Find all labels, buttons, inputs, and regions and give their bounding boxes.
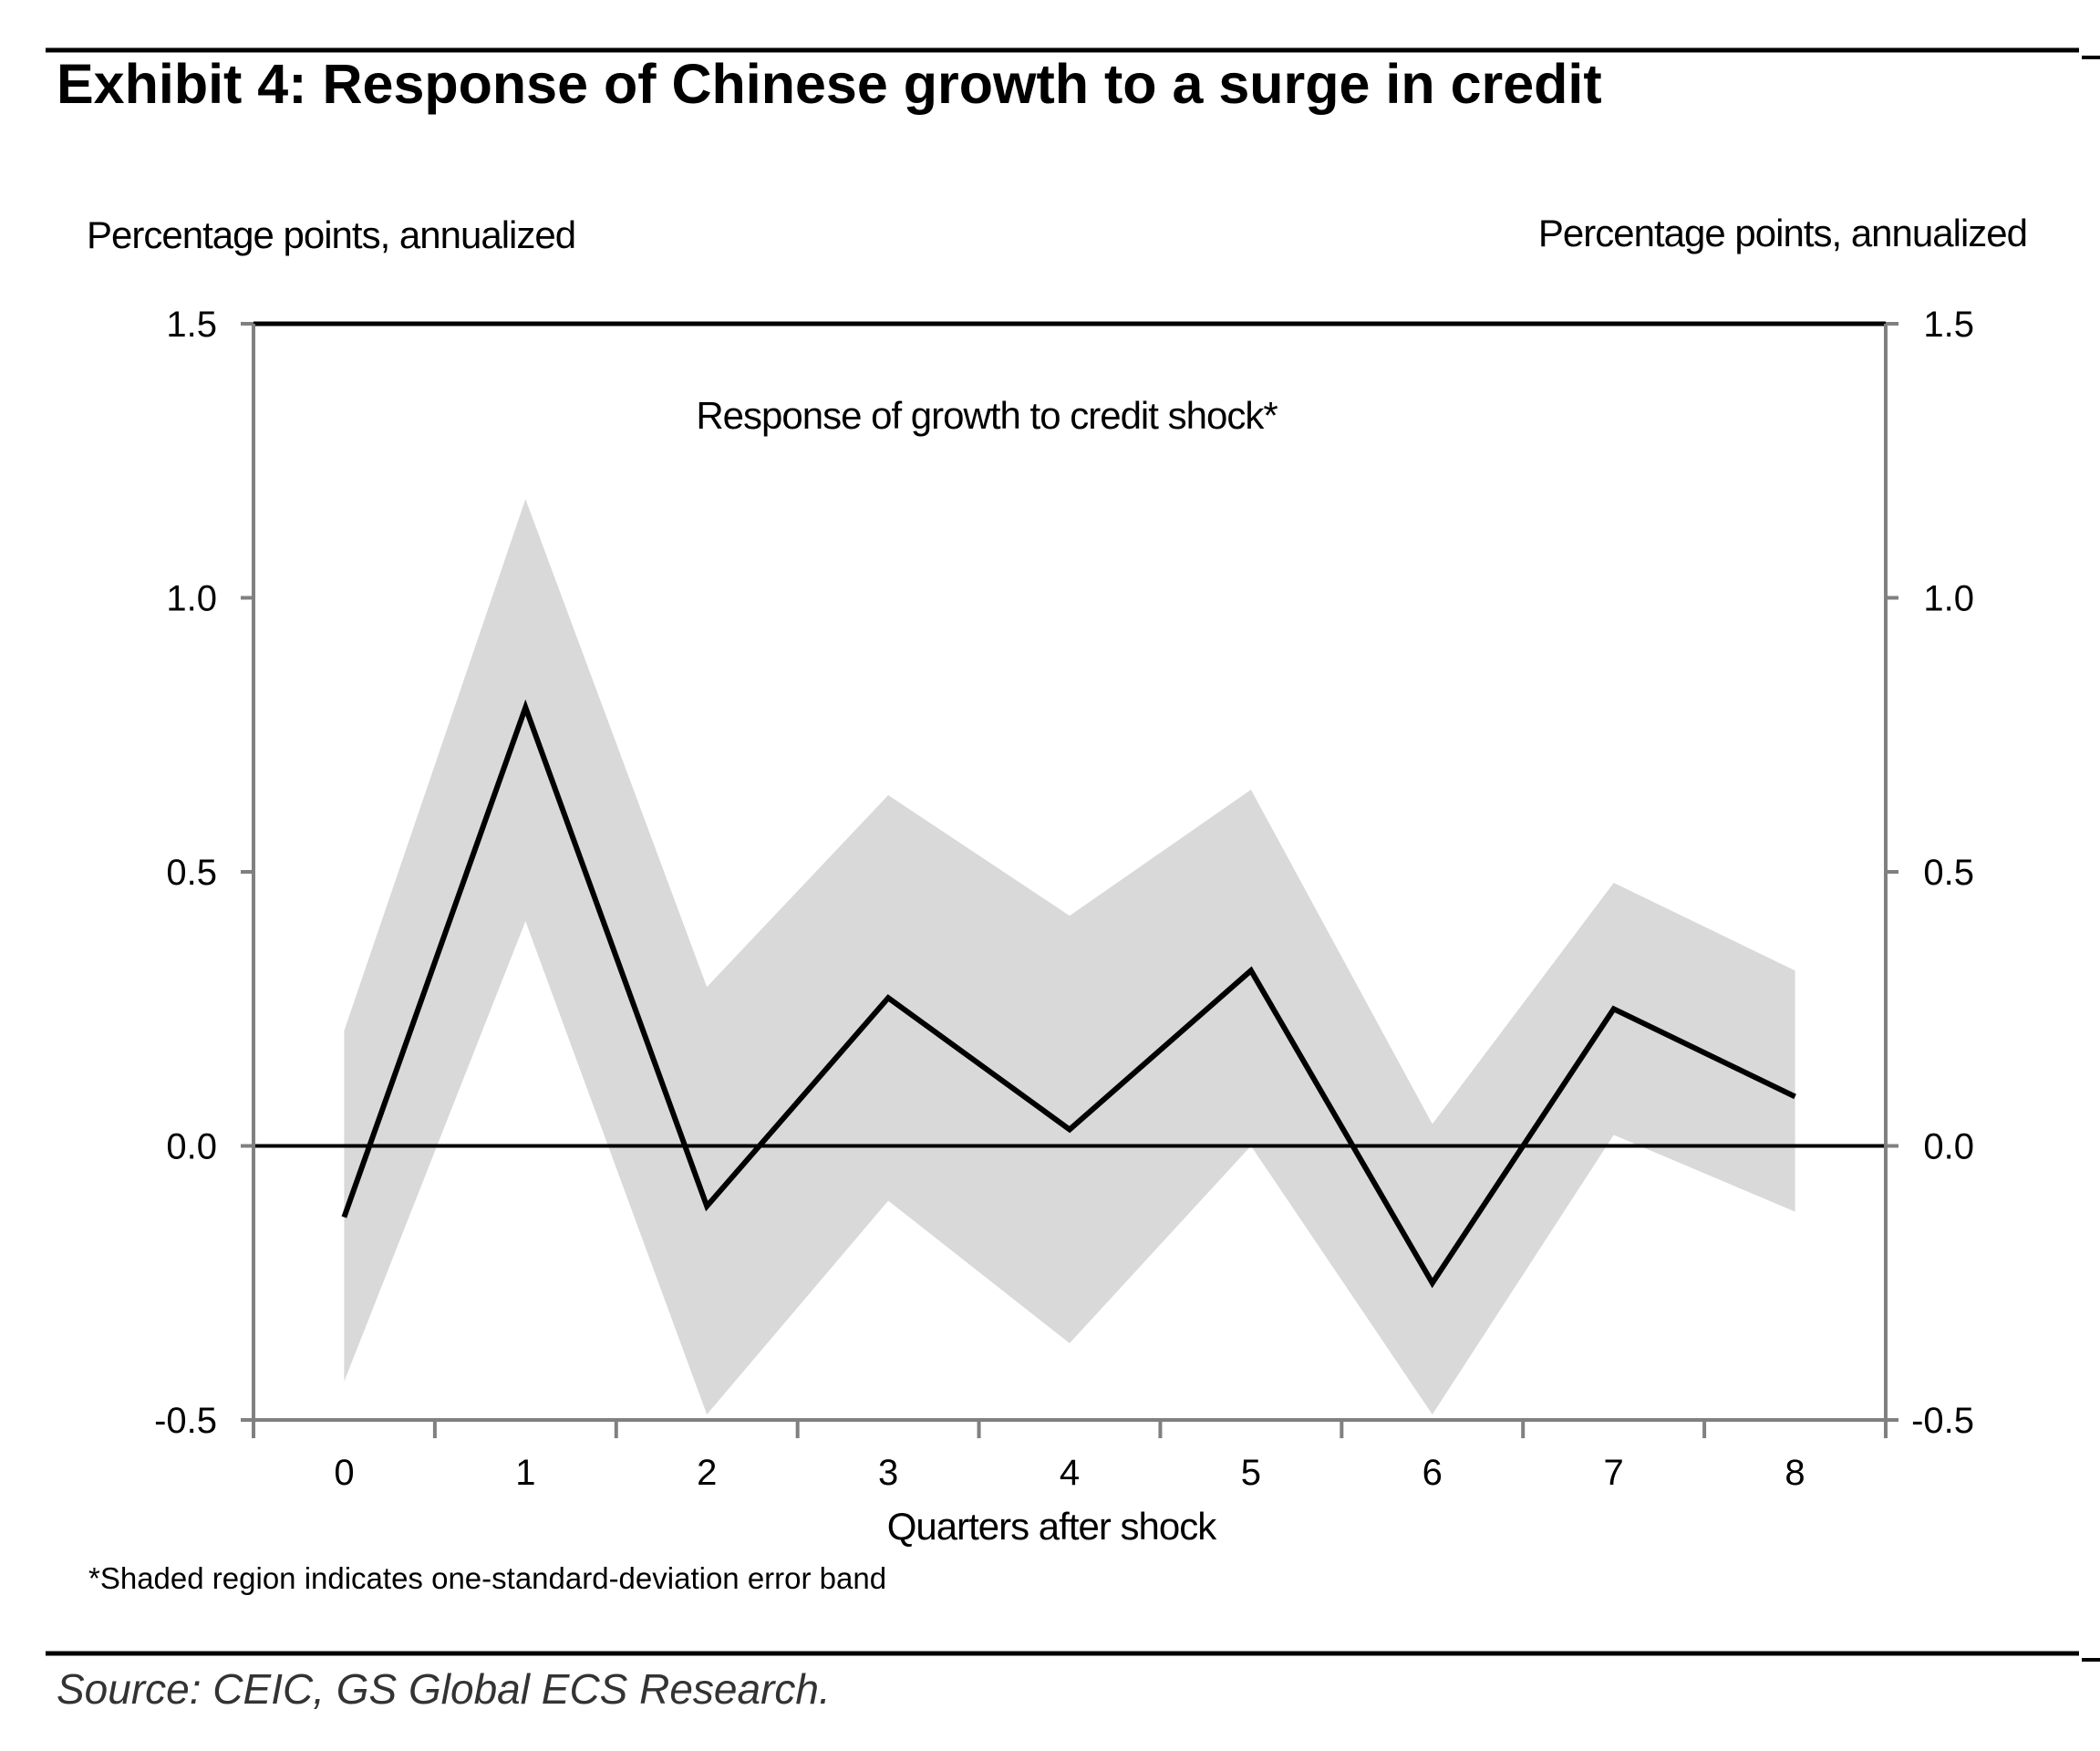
error-band [344, 499, 1795, 1414]
y-tick-label-left: 1.0 [166, 579, 217, 619]
y-tick-label-right: 1.0 [1923, 579, 1974, 619]
x-tick-label: 5 [1241, 1453, 1261, 1493]
x-tick-label: 3 [878, 1453, 898, 1493]
x-tick-label: 1 [515, 1453, 535, 1493]
y-tick-label-right: -0.5 [1911, 1401, 1974, 1441]
right-y-tick-labels: 1.5 1.0 0.5 0.0 -0.5 [1911, 305, 1974, 1441]
right-axis-unit-label: Percentage points, annualized [1538, 212, 2027, 254]
plot-area: 1.5 1.0 0.5 0.0 -0.5 1.5 1.0 0.5 0.0 -0.5 0 1 2 3 4 5… [154, 305, 1974, 1493]
x-tick-label: 0 [334, 1453, 354, 1493]
y-tick-label-right: 1.5 [1923, 305, 1974, 345]
x-tick-label: 4 [1060, 1453, 1080, 1493]
left-y-tick-labels: 1.5 1.0 0.5 0.0 -0.5 [154, 305, 217, 1441]
y-tick-label-left: 0.5 [166, 853, 217, 893]
series-line [341, 699, 1796, 1289]
axis-ticks [241, 322, 1898, 1438]
x-tick-labels: 0 1 2 3 4 5 6 7 8 [334, 1453, 1805, 1493]
series-label: Response of growth to credit shock* [696, 394, 1278, 437]
x-tick-label: 8 [1784, 1453, 1805, 1493]
left-axis-unit-label: Percentage points, annualized [87, 213, 575, 256]
y-tick-label-left: 1.5 [166, 305, 217, 345]
x-tick-label: 2 [697, 1453, 717, 1493]
y-tick-label-left: -0.5 [154, 1401, 217, 1441]
x-tick-label: 7 [1604, 1453, 1624, 1493]
footnote: *Shaded region indicates one-standard-de… [88, 1561, 886, 1595]
source-note: Source: CEIC, GS Global ECS Research. [57, 1665, 831, 1713]
x-tick-label: 6 [1422, 1453, 1443, 1493]
y-tick-label-right: 0.5 [1923, 853, 1974, 893]
x-axis-title: Quarters after shock [887, 1505, 1217, 1548]
exhibit-title: Exhibit 4: Response of Chinese growth to… [57, 53, 1602, 115]
y-tick-label-left: 0.0 [166, 1127, 217, 1167]
y-tick-label-right: 0.0 [1923, 1127, 1974, 1167]
